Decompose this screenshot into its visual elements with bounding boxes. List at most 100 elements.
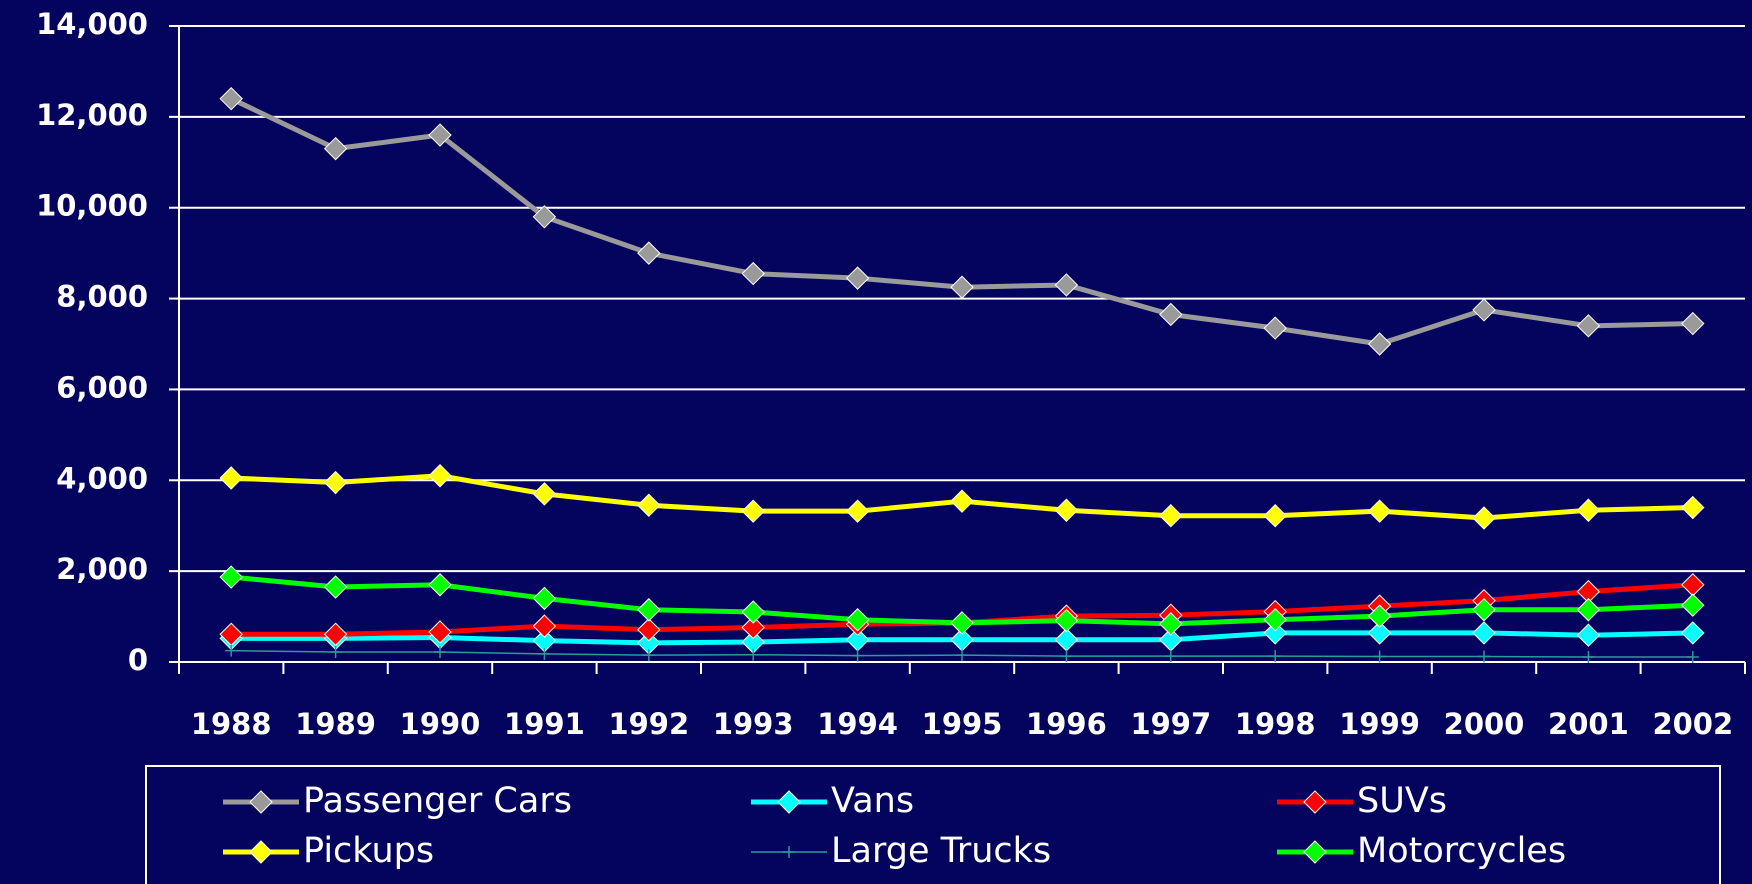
data-point: [1582, 651, 1595, 664]
legend-label: Large Trucks: [831, 831, 1051, 871]
data-point: [225, 644, 238, 657]
data-point: [1263, 608, 1287, 632]
data-point: [1263, 316, 1287, 340]
legend-marker: [783, 846, 795, 858]
data-point: [1472, 506, 1496, 530]
data-point: [956, 649, 968, 662]
y-tick-label: 10,000: [36, 189, 148, 223]
data-point: [1681, 593, 1705, 617]
data-point: [741, 261, 765, 286]
data-point: [1472, 298, 1496, 322]
data-point: [1681, 311, 1705, 336]
data-point: [1686, 651, 1699, 664]
x-tick-label: 1996: [1026, 707, 1107, 741]
data-point: [747, 648, 760, 661]
x-tick-label: 1991: [504, 707, 585, 741]
data-point: [434, 646, 446, 659]
data-point: [1681, 621, 1705, 645]
data-point: [741, 600, 765, 624]
legend-marker: [1303, 790, 1327, 814]
legend-label: Motorcycles: [1357, 831, 1566, 871]
data-point: [219, 565, 243, 589]
data-point: [1367, 604, 1392, 628]
data-point: [637, 493, 661, 517]
data-point: [428, 620, 452, 644]
data-point: [532, 205, 557, 229]
x-tick-label: 1993: [713, 707, 794, 741]
x-tick-label: 1989: [295, 707, 376, 741]
data-point: [950, 275, 974, 299]
data-point: [1576, 498, 1601, 522]
data-point: [1054, 498, 1079, 522]
data-point: [950, 489, 974, 513]
x-tick-label: 1992: [608, 707, 689, 741]
data-point: [1054, 608, 1079, 633]
y-tick-label: 6,000: [56, 370, 148, 404]
data-point: [1159, 302, 1183, 327]
data-point: [428, 573, 452, 597]
data-point: [637, 598, 661, 622]
data-point: [428, 464, 452, 488]
data-point: [1263, 504, 1287, 528]
legend-box: [145, 765, 1721, 884]
y-tick-label: 0: [128, 643, 148, 677]
data-point: [428, 123, 452, 147]
data-point: [845, 266, 870, 290]
data-point: [1373, 650, 1386, 663]
legend-marker: [777, 790, 801, 814]
data-point: [538, 647, 551, 660]
data-point: [532, 482, 557, 506]
data-point: [851, 649, 864, 662]
data-point: [1472, 598, 1496, 622]
legend-marker: [1303, 840, 1327, 864]
legend-marker: [249, 840, 273, 864]
legend-label: Pickups: [303, 831, 434, 871]
data-point: [1367, 332, 1392, 356]
data-point: [1681, 495, 1705, 520]
data-point: [845, 608, 870, 632]
data-point: [1164, 650, 1177, 663]
data-point: [323, 470, 348, 495]
data-point: [1367, 621, 1392, 645]
data-point: [1472, 621, 1496, 645]
data-point: [642, 649, 655, 662]
data-point: [1060, 650, 1073, 663]
x-tick-label: 1999: [1339, 707, 1420, 741]
data-point: [950, 611, 974, 635]
data-point: [532, 586, 557, 611]
x-tick-label: 1994: [817, 707, 898, 741]
x-tick-label: 1988: [191, 707, 272, 741]
x-tick-label: 1995: [922, 707, 1003, 741]
data-point: [1576, 623, 1601, 647]
data-point: [219, 86, 243, 111]
data-point: [323, 575, 348, 599]
y-tick-label: 8,000: [56, 280, 148, 314]
x-tick-label: 1998: [1235, 707, 1316, 741]
data-point: [532, 614, 557, 638]
y-tick-label: 2,000: [56, 552, 148, 586]
y-tick-label: 14,000: [36, 7, 148, 41]
legend-label: SUVs: [1357, 781, 1447, 821]
legend-label: Passenger Cars: [303, 781, 572, 821]
data-point: [1269, 650, 1282, 663]
x-tick-label: 1997: [1130, 707, 1211, 741]
x-tick-label: 2001: [1548, 707, 1629, 741]
data-point: [1367, 499, 1392, 523]
x-tick-label: 2002: [1652, 707, 1733, 741]
data-point: [1263, 621, 1287, 645]
x-tick-label: 1990: [400, 707, 481, 741]
data-point: [1478, 650, 1490, 663]
data-point: [1576, 598, 1601, 622]
data-point: [637, 618, 661, 642]
data-point: [1159, 504, 1183, 528]
legend-label: Vans: [831, 781, 914, 821]
data-point: [845, 499, 870, 523]
data-point: [323, 136, 348, 161]
data-point: [637, 241, 661, 265]
data-point: [1054, 273, 1079, 297]
x-tick-label: 2000: [1444, 707, 1525, 741]
y-tick-label: 4,000: [56, 461, 148, 495]
